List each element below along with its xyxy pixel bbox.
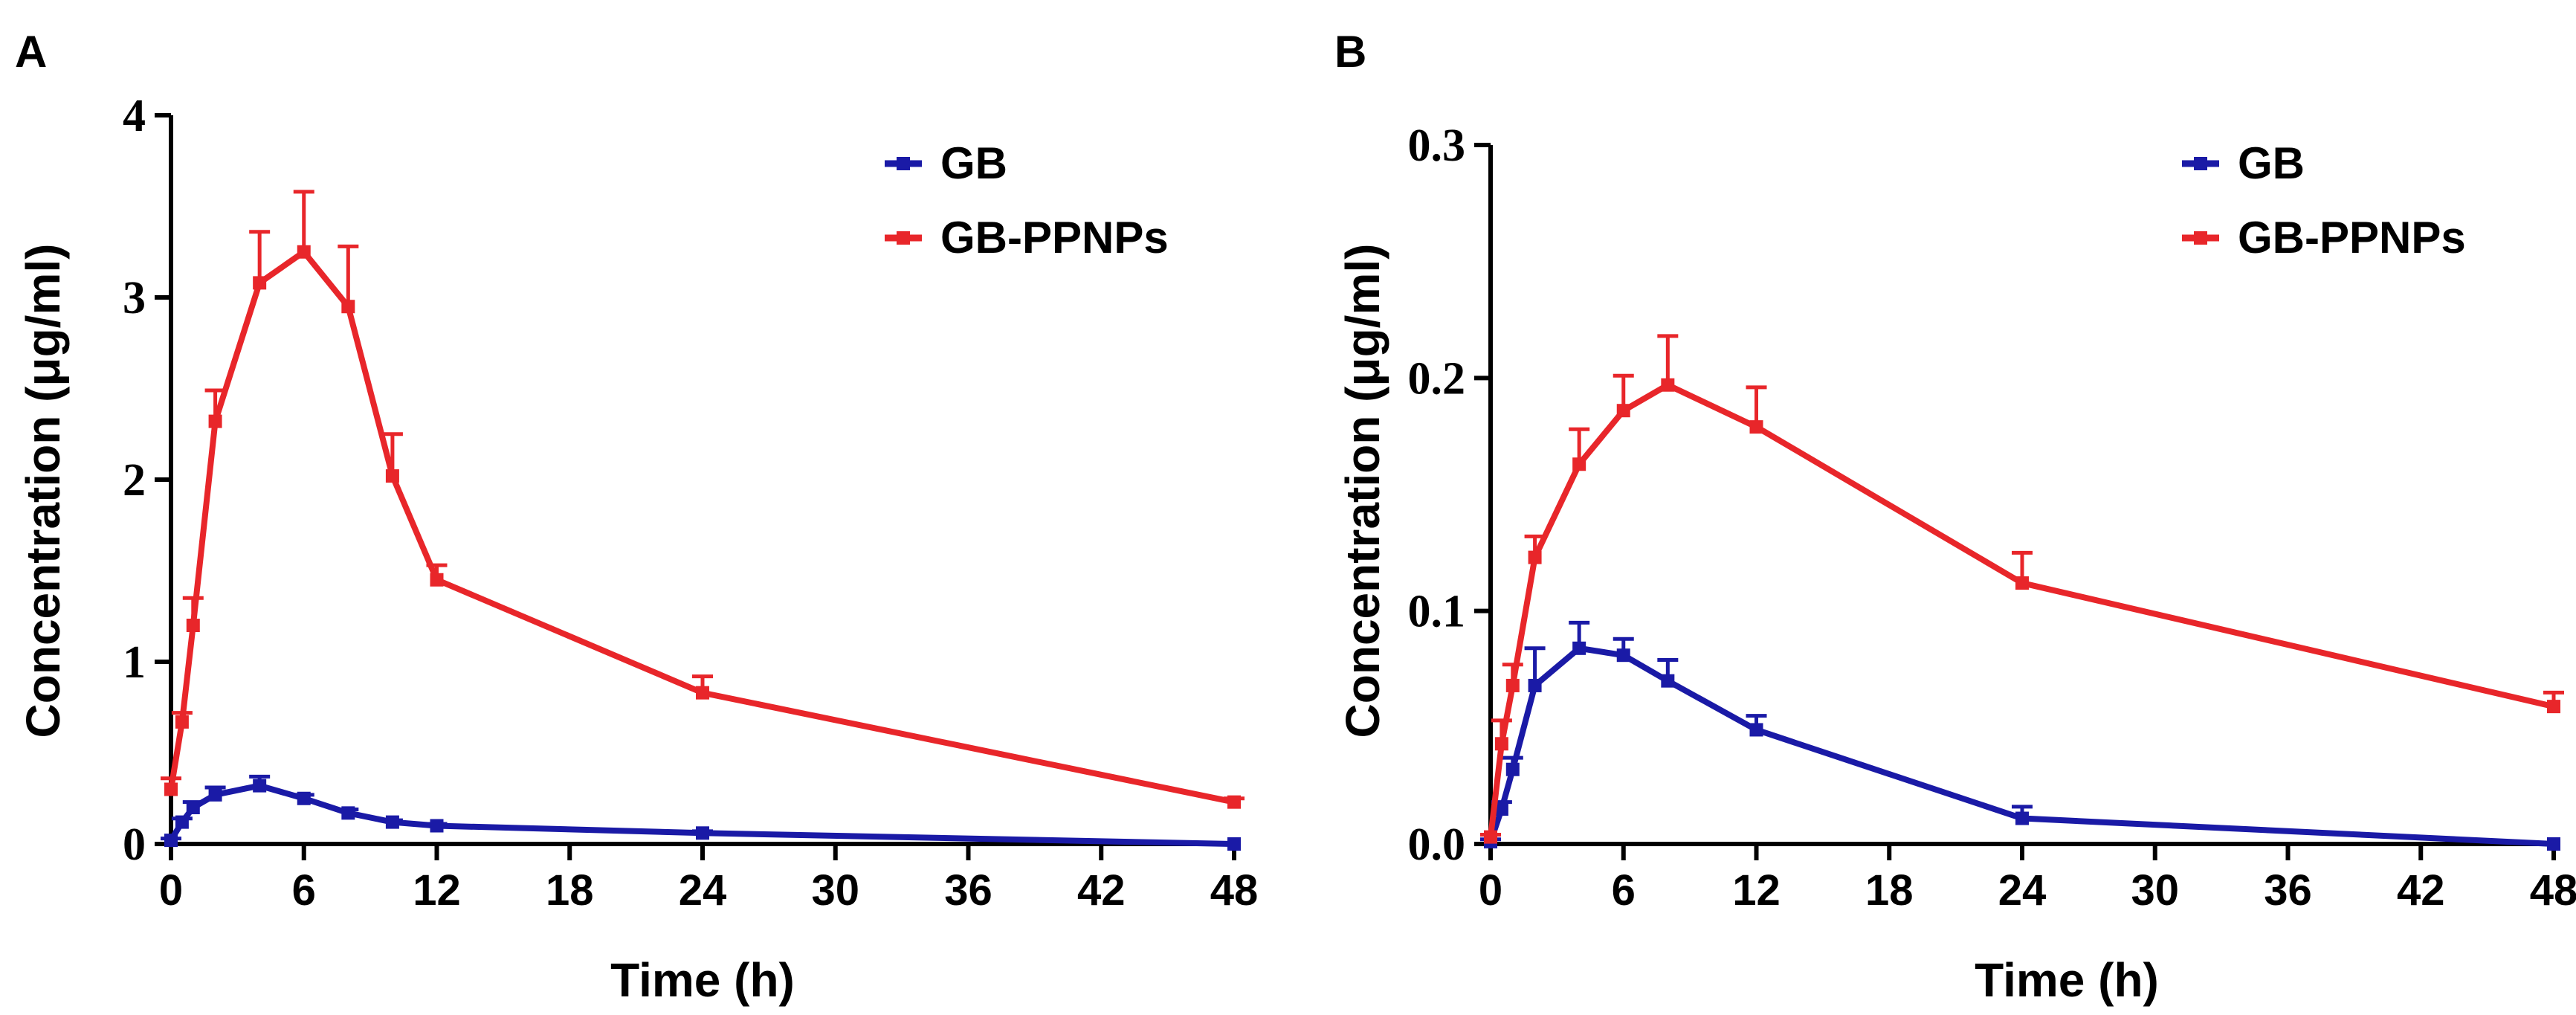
panel-b-x-tick-label: 18	[1865, 866, 1914, 915]
panel-b-letter: B	[1334, 27, 1366, 77]
legend-marker-gb	[2194, 157, 2207, 170]
panel-a-gbppnps-point	[430, 573, 444, 587]
panel-a-x-tick-label: 6	[292, 866, 316, 915]
panel-b-y-tick-label: 0.0	[1408, 819, 1466, 870]
panel-b-x-axis-title: Time (h)	[1975, 953, 2159, 1007]
panel-b-x-tick-label: 30	[2131, 866, 2179, 915]
panel-a-gbppnps-point	[297, 245, 311, 259]
panel-b-gb-point	[1616, 648, 1630, 663]
panel-b-x-tick-label: 0	[1479, 866, 1502, 915]
panel-a-y-tick-label: 3	[123, 273, 146, 323]
panel-b-gbppnps-point	[1484, 830, 1497, 844]
panel-b-gbppnps-point	[1528, 550, 1542, 564]
panel-a-letter: A	[15, 27, 47, 77]
panel-b-x-tick-label: 48	[2530, 866, 2576, 915]
panel-b-gbppnps-point	[1505, 678, 1520, 692]
panel-a-gb-point	[385, 815, 399, 829]
panel-b-y-tick-label: 0.3	[1408, 120, 1466, 171]
panel-b-gbppnps-point	[1494, 737, 1508, 751]
legend-label-gbppnps: GB-PPNPs	[940, 213, 1169, 262]
panel-b-gbppnps-point	[2547, 700, 2560, 714]
panel-a-gbppnps-point	[164, 782, 178, 796]
panel-a-gbppnps-point	[208, 414, 222, 428]
panel-a-gb-point	[430, 819, 444, 833]
legend-label-gb: GB	[940, 138, 1007, 188]
panel-a-legend: GB GB-PPNPs	[885, 138, 1169, 262]
panel-a-y-tick-label: 4	[123, 91, 146, 141]
panel-a-x-tick-label: 0	[159, 866, 183, 915]
panel-b-gbppnps-point	[1616, 404, 1630, 418]
panel-b: B Concentration (μg/ml) Time (h) GB GB-P…	[1334, 27, 2576, 1007]
panel-a-gb-point	[208, 787, 222, 802]
panel-a-x-tick-label: 12	[413, 866, 461, 915]
legend-label-gbppnps: GB-PPNPs	[2238, 213, 2466, 262]
legend-label-gb: GB	[2238, 138, 2305, 188]
panel-a-gbppnps-line	[168, 248, 1235, 805]
panel-b-y-tick-label: 0.1	[1408, 587, 1466, 637]
panel-a-gb-point	[253, 779, 267, 793]
panel-b-series-gbppnps	[1480, 334, 2564, 844]
panel-a-x-tick-label: 48	[1210, 866, 1259, 915]
panel-a-gb-point	[186, 801, 200, 814]
panel-b-gbppnps-point	[2015, 576, 2029, 590]
panel-a-gbppnps-point	[253, 276, 267, 290]
panel-b-x-tick-label: 12	[1732, 866, 1781, 915]
panel-a-gbppnps-point	[186, 619, 200, 632]
panel-a-gbppnps-point	[1227, 795, 1241, 809]
panel-a-gb-point	[175, 815, 189, 829]
panel-b-gbppnps-line	[1488, 381, 2554, 838]
panel-b-gb-point	[1505, 762, 1520, 776]
panel-b-gb-point	[1749, 723, 1763, 737]
panel-a-gb-point	[164, 834, 178, 848]
panel-a-gbppnps-point	[175, 715, 189, 729]
panel-a-gbppnps-point	[385, 469, 399, 483]
panel-a-x-tick-label: 24	[679, 866, 727, 915]
panel-a-gb-point	[696, 826, 709, 840]
panel-b-gb-point	[2015, 811, 2029, 825]
panel-a-y-tick-label: 0	[123, 819, 146, 870]
panel-a-series-gbppnps	[161, 190, 1245, 809]
panel-b-x-tick-label: 6	[1612, 866, 1636, 915]
panel-a-y-tick-label: 2	[123, 455, 146, 506]
legend-marker-gbppnps	[897, 231, 910, 245]
panel-b-gb-line	[1488, 645, 2554, 847]
panel-b-gbppnps-point	[1749, 420, 1763, 434]
panel-a-x-axis-title: Time (h)	[610, 953, 795, 1007]
panel-b-y-tick-label: 0.2	[1408, 353, 1466, 404]
panel-a-y-axis-title: Concentration (μg/ml)	[16, 244, 70, 738]
panel-a-x-tick-label: 36	[944, 866, 992, 915]
panel-b-gb-point	[1572, 641, 1586, 655]
panel-b-x-tick-label: 36	[2264, 866, 2312, 915]
panel-b-gbppnps-point	[1661, 378, 1675, 392]
panel-b-gbppnps-point	[1572, 457, 1586, 471]
panel-b-legend: GB GB-PPNPs	[2182, 138, 2466, 262]
panel-a-gb-point	[341, 806, 355, 820]
panel-a-gbppnps-point	[341, 300, 355, 314]
panel-a-series-gb	[161, 774, 1241, 851]
panel-a-x-tick-label: 42	[1077, 866, 1126, 915]
panel-b-x-tick-label: 24	[1998, 866, 2047, 915]
panel-a-x-tick-label: 18	[546, 866, 594, 915]
panel-a-gb-point	[297, 791, 311, 805]
panel-b-gb-point	[1494, 802, 1508, 816]
panel-b-series-gb	[1480, 620, 2560, 851]
panel-a-gbppnps-point	[696, 686, 709, 700]
panel-b-gb-point	[2547, 837, 2560, 851]
panel-b-x-tick-label: 42	[2397, 866, 2445, 915]
legend-marker-gb	[897, 157, 910, 170]
panel-b-gb-point	[1661, 674, 1675, 688]
panel-b-gb-point	[1528, 678, 1542, 692]
legend-marker-gbppnps	[2194, 231, 2207, 245]
panel-a-gb-point	[1227, 837, 1241, 851]
panel-a: A Concentration (μg/ml) Time (h) GB GB-P…	[15, 27, 1258, 1007]
panel-a-x-tick-label: 30	[811, 866, 859, 915]
panel-b-y-axis-title: Concentration (μg/ml)	[1336, 244, 1389, 738]
panel-a-y-tick-label: 1	[123, 637, 146, 688]
